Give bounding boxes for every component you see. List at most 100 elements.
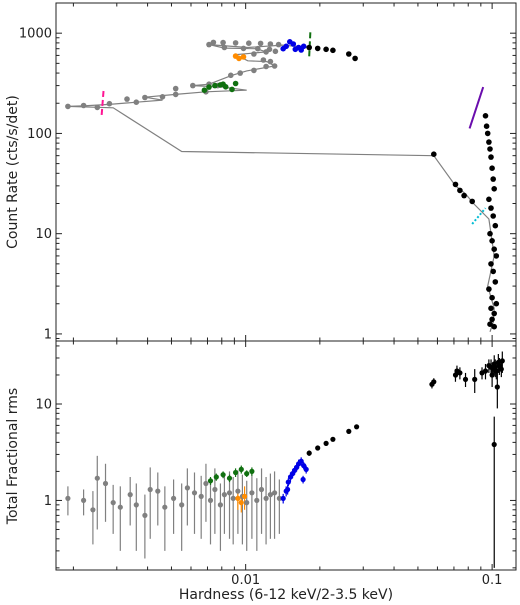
data-point <box>303 466 309 472</box>
data-point <box>271 63 278 69</box>
data-point <box>486 139 492 145</box>
data-point <box>272 490 278 496</box>
data-point <box>124 96 130 102</box>
data-point <box>263 49 269 55</box>
data-point <box>487 146 493 152</box>
data-point <box>488 261 494 267</box>
data-point <box>226 490 233 496</box>
data-point <box>301 463 307 469</box>
data-point <box>263 63 269 70</box>
data-point <box>142 512 148 519</box>
transition-marker <box>471 207 487 225</box>
data-point <box>491 441 497 448</box>
data-point <box>452 372 459 378</box>
data-point <box>283 43 290 50</box>
data-point <box>133 99 140 105</box>
data-point <box>212 82 218 89</box>
data-point <box>206 41 212 48</box>
data-point <box>489 238 495 244</box>
hardness-x-axis-label: Hardness (6-12 keV/2-3.5 keV) <box>179 587 393 603</box>
data-point <box>94 475 100 481</box>
data-point <box>142 94 148 101</box>
data-point <box>212 486 218 493</box>
data-point <box>207 497 214 503</box>
data-point <box>491 186 498 192</box>
data-point <box>469 198 476 205</box>
data-point <box>493 253 500 259</box>
data-point <box>238 466 244 472</box>
transition-marker <box>100 90 105 118</box>
data-point <box>238 500 244 506</box>
data-point <box>244 471 250 477</box>
data-point <box>314 45 321 52</box>
data-point <box>155 488 161 494</box>
data-point <box>220 39 226 46</box>
count-rate-y-axis-label: Count Rate (cts/s/det) <box>5 95 21 249</box>
data-point <box>280 495 286 501</box>
data-point <box>244 500 250 506</box>
data-point <box>162 504 168 510</box>
data-point <box>235 488 241 494</box>
data-point <box>354 424 360 430</box>
data-point <box>493 368 499 374</box>
data-point <box>127 492 133 498</box>
data-point <box>110 500 116 506</box>
data-point <box>272 48 279 55</box>
data-point <box>213 474 219 480</box>
data-point <box>499 358 505 364</box>
count-rate-plot-frame <box>55 2 517 342</box>
data-point <box>488 154 494 160</box>
data-point <box>275 41 282 48</box>
data-point <box>323 440 329 446</box>
data-point <box>315 445 321 451</box>
data-point <box>90 507 96 513</box>
data-point <box>431 379 437 385</box>
count-rate-points <box>65 39 500 330</box>
data-point <box>220 81 226 87</box>
data-point <box>236 55 242 62</box>
y-tick-label: 1 <box>44 327 52 342</box>
transition-marker <box>308 32 312 57</box>
data-point <box>80 102 87 109</box>
data-point <box>491 246 498 252</box>
data-point <box>133 502 139 508</box>
y-tick-label: 10 <box>35 397 52 412</box>
data-point <box>285 479 291 485</box>
data-point <box>330 47 336 54</box>
data-point <box>472 376 478 382</box>
data-point <box>486 286 492 292</box>
data-point <box>489 165 495 171</box>
data-point <box>217 502 223 508</box>
count-rate-transition-markers <box>100 32 487 225</box>
data-point <box>298 458 304 464</box>
data-point <box>171 495 177 501</box>
track-line <box>67 44 495 332</box>
data-point <box>490 268 497 275</box>
data-point <box>306 450 312 456</box>
data-point <box>492 222 499 229</box>
data-point <box>254 497 260 503</box>
data-point <box>482 368 489 374</box>
y-tick-label: 1 <box>44 494 52 509</box>
rms-error-bars <box>67 351 503 568</box>
data-point <box>246 40 252 46</box>
rms-panel: 0.01 0.1 1 10 Total Fractional rms Hardness… <box>5 340 517 603</box>
x-tick-label: 0.01 <box>231 573 260 588</box>
data-point <box>488 205 494 211</box>
data-point <box>230 495 236 501</box>
data-point <box>191 490 198 496</box>
data-point <box>235 495 241 501</box>
data-point <box>147 486 153 493</box>
data-point <box>210 39 217 46</box>
transition-marker <box>468 86 485 129</box>
data-point <box>207 478 214 484</box>
data-point <box>249 468 255 474</box>
data-point <box>490 213 497 219</box>
data-point <box>106 100 113 107</box>
data-point <box>457 370 463 376</box>
data-point <box>102 480 109 487</box>
data-point <box>494 384 500 390</box>
data-point <box>260 57 267 63</box>
data-point <box>285 486 291 493</box>
data-point <box>267 58 274 65</box>
